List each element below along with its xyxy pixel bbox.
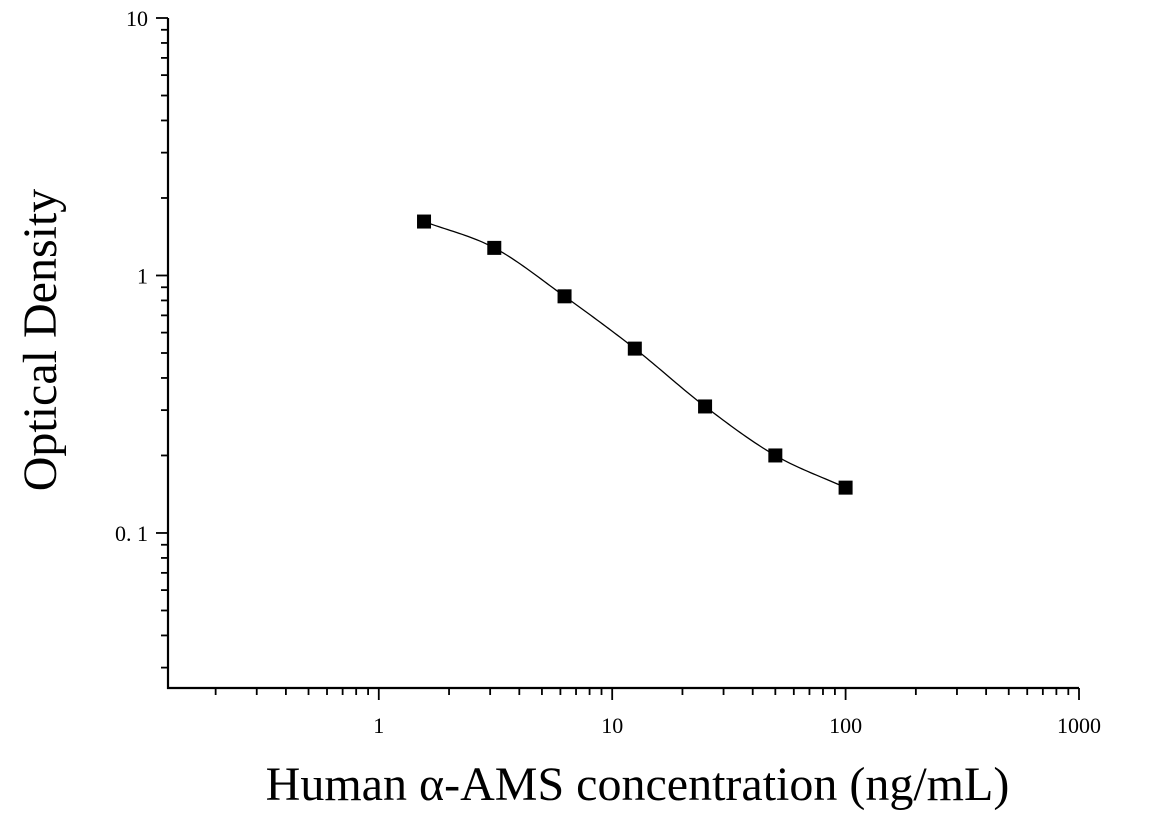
- x-tick-label: 100: [829, 713, 862, 738]
- x-tick-label: 1000: [1057, 713, 1101, 738]
- axes: [166, 18, 1079, 690]
- data-point: [627, 341, 642, 356]
- ticks: [156, 17, 1080, 700]
- x-axis-title: Human α-AMS concentration (ng/mL): [266, 758, 1010, 811]
- data-point: [557, 289, 572, 304]
- y-tick-label: 0. 1: [115, 521, 148, 546]
- y-tick-label: 10: [126, 6, 148, 31]
- tick-labels: 1 10 100 1000 0. 1 1 10: [115, 6, 1101, 738]
- data-point: [487, 240, 502, 255]
- x-tick-label: 10: [601, 713, 623, 738]
- data-points: [417, 214, 853, 495]
- x-tick-label: 1: [373, 713, 384, 738]
- y-axis-title: Optical Density: [14, 189, 67, 492]
- data-point: [838, 480, 853, 495]
- y-tick-label: 1: [137, 263, 148, 288]
- data-point: [698, 399, 713, 414]
- data-point: [417, 214, 432, 229]
- data-point: [768, 448, 783, 463]
